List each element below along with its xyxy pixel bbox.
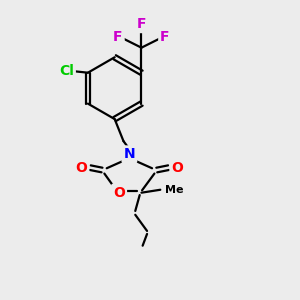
- Text: Cl: Cl: [59, 64, 74, 78]
- Text: O: O: [113, 186, 125, 200]
- Text: F: F: [160, 30, 170, 44]
- Text: F: F: [137, 17, 146, 31]
- Text: O: O: [76, 161, 87, 175]
- Text: O: O: [171, 161, 183, 175]
- Text: F: F: [113, 30, 123, 44]
- Text: Me: Me: [165, 185, 184, 195]
- Text: N: N: [124, 147, 135, 161]
